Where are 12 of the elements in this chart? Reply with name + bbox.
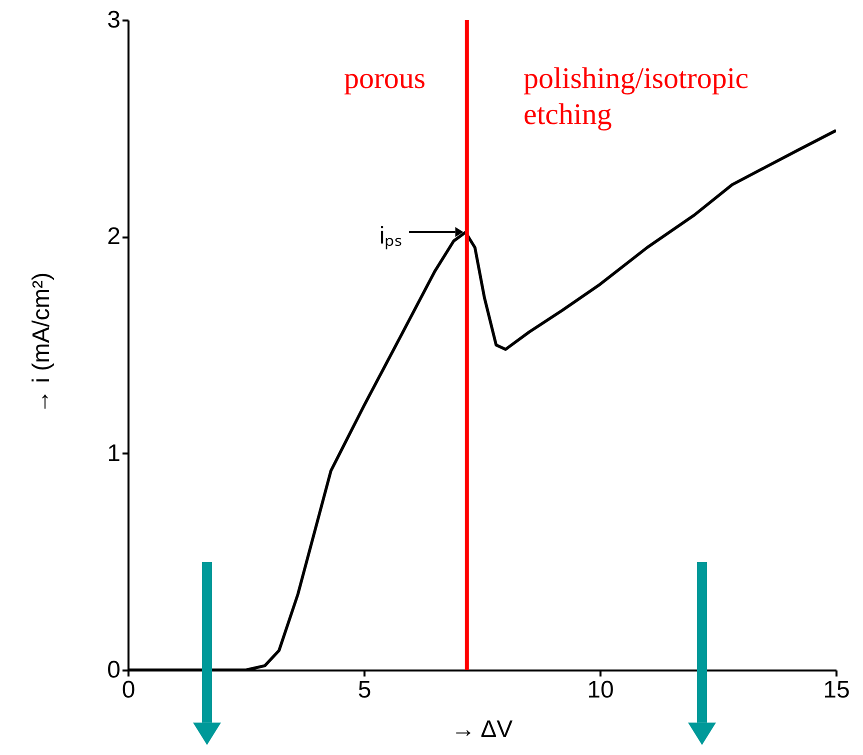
y-tick-label: 0 bbox=[107, 656, 120, 684]
annotation: polishing/isotropic etching bbox=[524, 62, 749, 132]
y-tick-label: 3 bbox=[107, 6, 120, 34]
x-axis-title: → ΔV bbox=[450, 716, 514, 744]
y-axis-title: → i (mA/cm²) bbox=[28, 271, 56, 416]
y-tick-label: 2 bbox=[107, 223, 120, 250]
annotation: iₚₛ bbox=[379, 222, 402, 250]
x-tick-label: 5 bbox=[358, 676, 372, 704]
annotation: porous bbox=[344, 62, 426, 96]
x-tick-label: 15 bbox=[823, 676, 850, 704]
x-tick-label: 10 bbox=[587, 676, 614, 704]
y-tick-label: 1 bbox=[107, 440, 120, 467]
